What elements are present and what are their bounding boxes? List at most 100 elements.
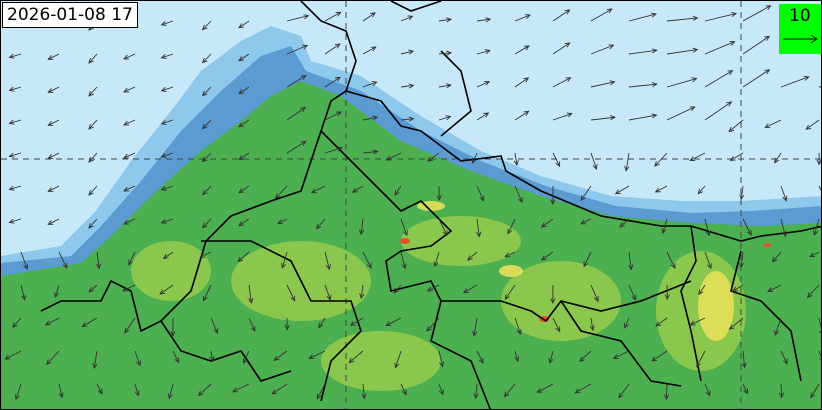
wind-arrow-head [359,229,365,236]
wind-arrow [438,350,444,367]
wind-arrow-head [121,286,128,292]
wind-arrow-head [92,363,98,369]
wind-arrow-head [728,126,735,133]
wind-arrow [732,284,744,292]
wind-arrow [48,86,60,93]
wind-arrow-head [46,359,52,365]
wind-arrow [324,11,341,22]
wind-arrow [248,317,256,332]
wind-arrow-head [536,388,543,393]
wind-arrow [438,84,451,88]
wind-arrow-head [628,264,634,271]
wind-arrow-head [624,322,629,329]
wind-arrow [172,350,180,363]
wind-arrow-head [372,149,379,155]
wind-arrow [704,13,737,22]
wind-arrow-head [237,256,244,263]
wind-arrow-head [408,116,415,122]
wind-arrow [5,350,22,360]
wind-arrow-head [277,219,283,225]
wind-arrow [730,152,744,161]
reference-vector-legend: 10 [779,4,821,54]
wind-arrow-head [174,357,180,364]
wind-arrow-head [370,46,377,52]
wind-arrow [123,152,136,159]
wind-arrow-head [483,112,490,118]
wind-arrow-head [819,330,821,334]
wind-arrow-head [705,390,711,397]
wind-arrow [362,251,372,269]
reference-vector-value: 10 [789,6,811,26]
wind-arrow-head [326,294,332,301]
wind-arrow-head [731,286,738,292]
wind-arrow [93,350,98,369]
wind-arrow-head [516,329,522,336]
wind-arrow [237,251,250,262]
wind-arrow [704,218,710,236]
wind-arrow-head [201,24,208,31]
wind-arrow [628,83,657,88]
wind-arrow [82,317,98,327]
wind-arrow-head [523,77,530,83]
wind-arrow-head [731,12,738,18]
wind-arrow [552,9,570,22]
wind-arrow [809,251,820,258]
wind-arrow-head [394,362,400,369]
wind-arrow-head [123,186,130,192]
wind-arrow-head [334,76,341,82]
wind-arrow [780,383,783,398]
wind-arrow [590,44,614,55]
wind-arrow [704,70,733,88]
wind-arrow [316,218,326,229]
wind-arrow-head [462,288,469,294]
wind-arrow [360,218,364,235]
wind-arrow-head [238,89,245,95]
wind-arrow-head [238,56,245,62]
wind-arrow-head [707,263,712,270]
wind-arrow-head [243,358,248,365]
wind-arrow-head [514,356,520,363]
wind-arrow-head [248,297,254,304]
wind-arrow-head [250,326,256,333]
wind-arrow [473,317,478,336]
wind-arrow [552,77,571,88]
wind-arrow [765,119,782,128]
reference-arrow-icon [783,34,818,44]
wind-arrow-head [650,12,657,18]
wind-arrow-head [550,298,556,304]
wind-arrow [238,20,250,29]
wind-arrow-head [325,264,331,271]
wind-arrow-head [614,189,621,195]
wind-arrow-head [370,12,376,18]
wind-arrow-head [503,391,510,398]
wind-arrow [348,350,364,363]
wind-arrow [316,383,326,399]
wind-arrow-head [606,8,613,14]
wind-arrow [9,53,22,58]
wind-arrow [690,317,706,326]
wind-arrow-head [231,387,238,393]
wind-arrow [740,251,744,268]
wind-arrow [728,119,744,132]
wind-arrow [696,350,706,367]
wind-arrow [202,119,212,129]
wind-arrow [386,152,402,161]
wind-arrow-head [401,263,407,270]
wind-arrow [400,50,414,55]
wind-arrow [20,284,26,300]
wind-arrow-head [201,57,208,64]
wind-arrow [514,350,519,362]
wind-arrow-head [624,165,630,172]
wind-arrow [813,218,820,236]
wind-arrow [362,150,378,154]
wind-arrow [504,284,516,300]
wind-arrow-head [8,152,15,158]
wind-arrow [394,185,402,196]
wind-arrow-head [689,156,696,161]
wind-arrow-head [336,111,342,117]
wind-arrow-head [88,190,94,196]
wind-arrow-head [692,47,699,53]
wind-arrow-head [8,218,15,224]
wind-arrow-head [12,322,18,328]
wind-arrow [742,383,748,394]
